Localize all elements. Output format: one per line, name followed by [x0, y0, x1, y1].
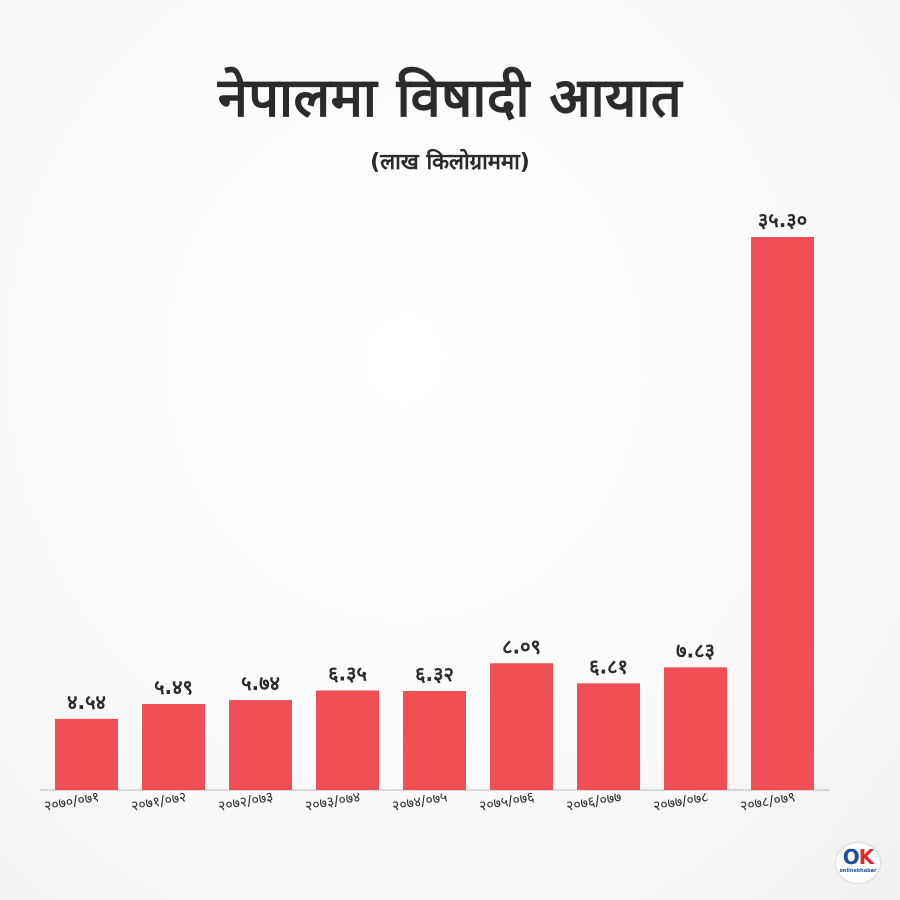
chart-subtitle: (लाख किलोग्राममा) — [370, 150, 530, 175]
bar — [751, 237, 814, 790]
bar-value-label: ६.३५ — [328, 662, 367, 686]
value-labels-layer: ४.५४ ५.४९ ५.७४ ६.३५ ६.३२ ८.०९ ६.८१ ७.८३ ३५.३० — [67, 208, 807, 714]
x-tick-label: २०७४/०७५ — [391, 789, 449, 814]
bar — [403, 690, 466, 790]
chart-title: नेपालमा विषादी आयात — [217, 66, 683, 129]
bar-value-label: ५.७४ — [241, 671, 280, 695]
bar — [577, 683, 640, 790]
logo-mark: OK — [842, 845, 874, 869]
x-tick-label: २०७३/०७४ — [304, 789, 362, 814]
x-tick-label: २०७०/०७१ — [43, 789, 101, 814]
bar-value-label: ५.४९ — [154, 675, 193, 699]
bar — [316, 690, 379, 790]
bar — [55, 718, 118, 790]
x-tick-label: २०७८/०७९ — [739, 789, 797, 814]
bar-value-label: ८.०९ — [502, 634, 541, 658]
x-tick-label: २०७२/०७३ — [217, 789, 275, 814]
onlinekhabar-logo: OK onlinekhabar — [836, 843, 880, 883]
x-tick-label: २०७७/०७८ — [652, 789, 710, 814]
bar-value-label: ४.५४ — [67, 690, 106, 714]
bar — [490, 663, 553, 790]
bar — [664, 667, 727, 790]
bar-value-label: ६.३२ — [415, 662, 454, 686]
x-tick-label: २०७१/०७२ — [130, 789, 188, 814]
x-tick-labels-layer: २०७०/०७१ २०७१/०७२ २०७२/०७३ २०७३/०७४ २०७४/०७५… — [43, 789, 797, 814]
bar-value-label: ६.८१ — [589, 654, 628, 678]
bar-value-label: ३५.३० — [758, 208, 807, 232]
bar — [229, 700, 292, 790]
bar — [142, 703, 205, 790]
x-tick-label: २०७५/०७६ — [478, 789, 536, 814]
x-tick-label: २०७६/०७७ — [565, 789, 623, 814]
logo-brand-text: onlinekhabar — [839, 868, 877, 874]
bars-layer — [55, 237, 814, 790]
bar-value-label: ७.८३ — [676, 638, 715, 662]
